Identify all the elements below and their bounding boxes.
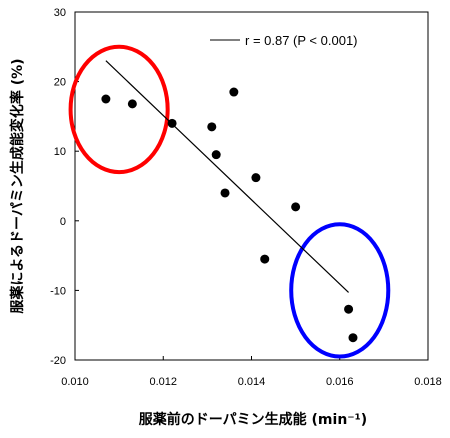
y-tick-label: 30 (54, 7, 66, 19)
data-point (211, 150, 221, 160)
regression-line (105, 60, 349, 293)
x-tick-label: 0.014 (238, 376, 266, 388)
x-tick-label: 0.016 (326, 376, 354, 388)
data-point (291, 202, 301, 212)
x-tick-label: 0.012 (149, 376, 177, 388)
data-point (251, 173, 261, 183)
axes: 0.010 0.012 0.014 0.016 0.018 30 20 10 0 -10 -20 (50, 7, 442, 388)
y-tick-label: 20 (54, 77, 66, 89)
data-point (344, 304, 354, 314)
y-tick-label: 10 (54, 146, 66, 158)
data-point (220, 188, 230, 198)
data-point (127, 99, 137, 109)
highlight-circles (68, 44, 391, 359)
legend-label: r = 0.87 (P < 0.001) (245, 33, 358, 48)
data-point (101, 94, 111, 104)
highlight-ellipse (68, 44, 170, 175)
data-point (229, 87, 239, 97)
x-axis-label: 服薬前のドーパミン生成能 (min⁻¹) (139, 411, 367, 428)
plot-frame (74, 11, 429, 361)
y-axis-label: 服薬によるドーパミン生成能変化率 (%) (9, 58, 26, 313)
data-point (348, 333, 358, 343)
highlight-ellipse (289, 222, 391, 359)
y-tick-label: -20 (50, 355, 66, 367)
data-point (207, 122, 217, 132)
data-points (101, 87, 358, 343)
data-point (167, 118, 177, 128)
legend: r = 0.87 (P < 0.001) (210, 33, 358, 48)
data-point (260, 254, 270, 264)
y-tick-label: -10 (50, 285, 66, 297)
x-tick-label: 0.010 (61, 376, 89, 388)
x-tick-label: 0.018 (414, 376, 442, 388)
regression-line-group (105, 60, 349, 293)
y-tick-label: 0 (60, 216, 66, 228)
